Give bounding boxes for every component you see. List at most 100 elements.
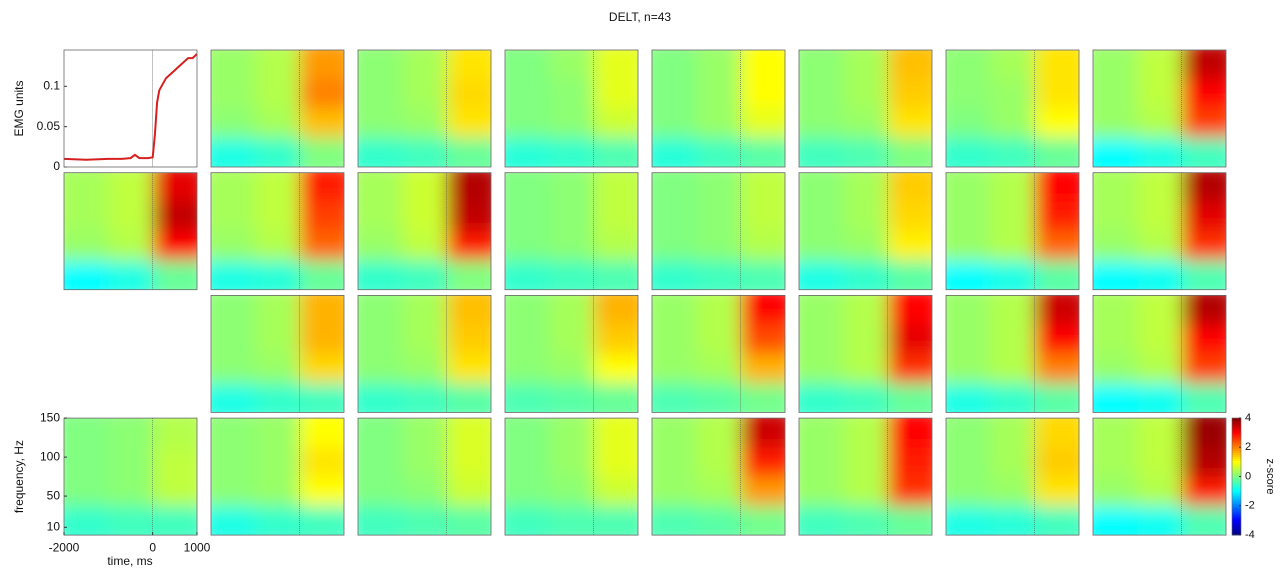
heat-cell [447,506,502,546]
spectrogram [936,285,1090,423]
heat-cell [495,447,550,477]
heat-cell [888,506,943,546]
heat-cell [201,138,256,178]
heat-cell [402,109,447,139]
heat-cell [741,40,796,80]
heat-cell [936,231,991,261]
heat-cell [549,447,594,477]
heat-cell [594,325,649,355]
heat-cell [696,354,741,384]
heat-cell [348,79,403,109]
heat-cell [201,354,256,384]
heat-cell [153,202,208,232]
heat-cell [843,138,888,178]
heat-cell [1083,408,1138,448]
heat-cell [1035,231,1090,261]
heat-cell [888,40,943,80]
colorbar-tick-label: 0 [1245,470,1251,482]
heat-cell [447,40,502,80]
heat-cell [741,477,796,507]
heat-cell [447,447,502,477]
heat-cell [1083,285,1138,325]
spectrogram [348,163,502,301]
heat-cell [402,285,447,325]
heat-cell [696,325,741,355]
heat-cell [696,447,741,477]
heat-cell [402,477,447,507]
heat-cell [888,231,943,261]
heat-cell [1083,109,1138,139]
spectrogram [495,285,649,423]
heat-cell [888,354,943,384]
heat-cell [888,447,943,477]
heat-cell [1137,260,1182,300]
spectrogram [201,163,355,301]
heat-cell [348,231,403,261]
heat-cell [1137,163,1182,203]
heat-cell [300,231,355,261]
heat-cell [936,40,991,80]
heat-cell [642,383,697,423]
heat-cell [1083,506,1138,546]
heat-cell [696,109,741,139]
heat-cell [402,325,447,355]
heat-cell [1137,447,1182,477]
spectrogram-cells [642,163,796,301]
heat-cell [1137,79,1182,109]
spectrogram [936,408,1090,545]
heat-cell [495,325,550,355]
spectrogram-cells [789,163,943,301]
heat-cell [642,79,697,109]
heat-cell [696,477,741,507]
heat-cell [990,325,1035,355]
heat-cell [402,202,447,232]
heat-cell [348,477,403,507]
heat-cell [594,231,649,261]
spectrogram-cells [54,163,208,301]
heat-cell [642,40,697,80]
spectrogram [201,408,355,545]
heat-cell [1083,79,1138,109]
heat-cell [1083,325,1138,355]
heat-cell [1182,285,1237,325]
heat-cell [447,477,502,507]
heat-cell [495,40,550,80]
heat-cell [936,325,991,355]
heat-cell [495,354,550,384]
heat-cell [789,447,844,477]
colorbar-label: z-score [1264,458,1276,494]
x-tick-label: 1000 [184,540,211,554]
heat-cell [447,383,502,423]
heat-cell [201,477,256,507]
spectrogram [201,285,355,423]
heat-cell [990,285,1035,325]
spectrogram [54,163,208,301]
heat-cell [888,285,943,325]
heat-cell [255,40,300,80]
heat-cell [594,109,649,139]
spectrogram-cells [495,163,649,301]
heat-cell [201,260,256,300]
heat-cell [1083,383,1138,423]
spectrogram-cells [642,285,796,423]
heat-cell [696,260,741,300]
heat-cell [843,285,888,325]
heat-cell [447,109,502,139]
heat-cell [108,447,153,477]
heat-cell [1137,40,1182,80]
y-tick-label: 150 [40,410,60,424]
heat-cell [1083,40,1138,80]
heat-cell [447,408,502,448]
heat-cell [201,447,256,477]
heat-cell [1137,506,1182,546]
spectrogram [54,408,208,545]
y-tick-label: 0.05 [37,119,61,133]
heat-cell [594,408,649,448]
spectrogram [789,408,943,545]
heat-cell [1182,477,1237,507]
heat-cell [54,447,109,477]
heat-cell [696,163,741,203]
heat-cell [741,79,796,109]
heat-cell [348,506,403,546]
heat-cell [888,408,943,448]
